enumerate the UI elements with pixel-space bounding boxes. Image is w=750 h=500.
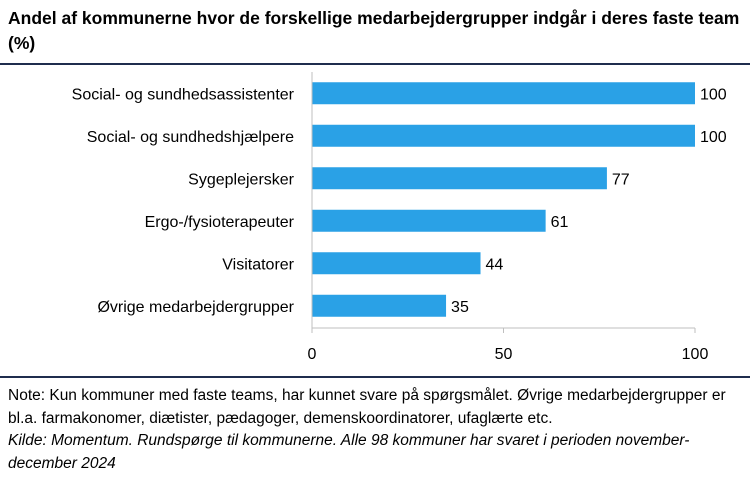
category-label-1: Social- og sundhedshjælpere: [87, 129, 294, 146]
value-label-5: 35: [451, 299, 469, 316]
value-label-4: 44: [486, 256, 504, 273]
x-tick-label-1: 50: [495, 346, 513, 363]
bar-chart: Social- og sundhedsassistenter 100 Social-…: [72, 72, 727, 363]
value-label-1: 100: [700, 129, 727, 146]
bar-2: [312, 167, 607, 190]
source-text: Kilde: Momentum. Rundspørge til kommuner…: [8, 432, 690, 472]
value-label-2: 77: [612, 171, 630, 188]
chart-title: Andel af kommunerne hvor de forskellige …: [8, 8, 740, 53]
footnote: Note: Kun kommuner med faste teams, har …: [8, 385, 744, 475]
bar-4: [312, 252, 481, 275]
x-tick-label-2: 100: [682, 346, 709, 363]
note-text: Note: Kun kommuner med faste teams, har …: [8, 387, 726, 427]
top-divider: [0, 63, 750, 65]
value-label-0: 100: [700, 86, 727, 103]
bar-0: [312, 82, 695, 105]
category-label-2: Sygeplejersker: [188, 171, 295, 188]
bar-1: [312, 124, 695, 147]
bar-3: [312, 209, 546, 232]
category-label-0: Social- og sundhedsassistenter: [72, 86, 295, 103]
category-label-3: Ergo-/fysioterapeuter: [145, 214, 295, 231]
bottom-divider: [0, 376, 750, 378]
x-tick-label-0: 0: [308, 346, 317, 363]
category-label-4: Visitatorer: [222, 256, 294, 273]
category-label-5: Øvrige medarbejdergrupper: [97, 299, 294, 316]
value-label-3: 61: [551, 214, 569, 231]
bar-5: [312, 294, 447, 317]
